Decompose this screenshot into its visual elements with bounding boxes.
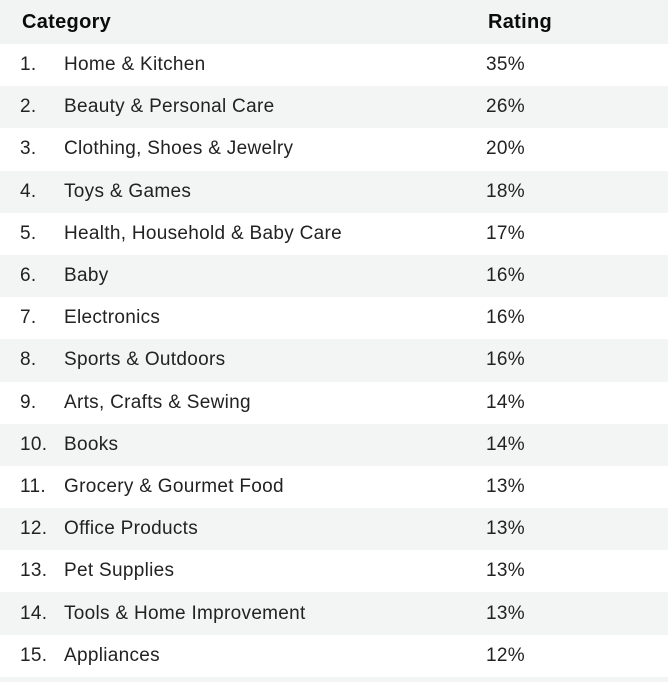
rank-cell: 1. bbox=[20, 54, 37, 76]
table-row: 12. Office Products 13% bbox=[0, 508, 668, 551]
rating-cell: 26% bbox=[486, 96, 525, 118]
table-row: 1. Home & Kitchen 35% bbox=[0, 44, 668, 87]
category-cell: Pet Supplies bbox=[64, 560, 175, 582]
table-row: 7. Electronics 16% bbox=[0, 297, 668, 340]
table-row: 5. Health, Household & Baby Care 17% bbox=[0, 212, 668, 255]
category-cell: Sports & Outdoors bbox=[64, 349, 226, 371]
rank-cell: 8. bbox=[20, 349, 37, 371]
category-cell: Electronics bbox=[64, 307, 161, 329]
table-row: 15. Appliances 12% bbox=[0, 634, 668, 677]
table-row: 11. Grocery & Gourmet Food 13% bbox=[0, 465, 668, 509]
table-row: 4. Toys & Games 18% bbox=[0, 170, 668, 213]
rank-cell: 9. bbox=[20, 391, 37, 413]
column-header-category: Category bbox=[22, 10, 112, 33]
rating-cell: 16% bbox=[486, 307, 525, 329]
rank-cell: 3. bbox=[20, 138, 37, 160]
rank-cell: 11. bbox=[20, 475, 46, 497]
table-row: 3. Clothing, Shoes & Jewelry 20% bbox=[0, 128, 668, 171]
rating-cell: 14% bbox=[486, 433, 525, 455]
category-cell: Clothing, Shoes & Jewelry bbox=[64, 138, 294, 160]
category-cell: Health, Household & Baby Care bbox=[64, 222, 343, 244]
table-row: 8. Sports & Outdoors 16% bbox=[0, 339, 668, 382]
rating-cell: 16% bbox=[486, 265, 525, 287]
rating-cell: 18% bbox=[486, 180, 525, 202]
table-row: 10. Books 14% bbox=[0, 423, 668, 466]
table-row: 6. Baby 16% bbox=[0, 254, 668, 298]
table-body: 1. Home & Kitchen 35% 2. Beauty & Person… bbox=[0, 44, 668, 677]
category-cell: Grocery & Gourmet Food bbox=[64, 475, 284, 497]
category-cell: Arts, Crafts & Sewing bbox=[64, 391, 251, 413]
rating-cell: 13% bbox=[486, 518, 525, 540]
rating-cell: 13% bbox=[486, 475, 525, 497]
rank-cell: 4. bbox=[20, 180, 37, 202]
category-cell: Home & Kitchen bbox=[64, 54, 206, 76]
table-header-row: Category Rating bbox=[0, 0, 668, 44]
table-row: 9. Arts, Crafts & Sewing 14% bbox=[0, 381, 668, 424]
column-header-rating: Rating bbox=[488, 10, 553, 33]
category-cell: Tools & Home Improvement bbox=[64, 602, 306, 624]
rank-cell: 5. bbox=[20, 222, 37, 244]
table-row: 2. Beauty & Personal Care 26% bbox=[0, 86, 668, 129]
rating-cell: 13% bbox=[486, 560, 525, 582]
rating-cell: 17% bbox=[486, 222, 525, 244]
rating-cell: 20% bbox=[486, 138, 525, 160]
category-cell: Appliances bbox=[64, 644, 160, 666]
rank-cell: 10. bbox=[20, 433, 48, 455]
rank-cell: 15. bbox=[20, 644, 48, 666]
table-row: 13. Pet Supplies 13% bbox=[0, 550, 668, 593]
rating-cell: 16% bbox=[486, 349, 525, 371]
rank-cell: 6. bbox=[20, 265, 37, 287]
rating-cell: 12% bbox=[486, 644, 525, 666]
category-cell: Office Products bbox=[64, 518, 199, 540]
category-cell: Toys & Games bbox=[64, 180, 192, 202]
rank-cell: 14. bbox=[20, 602, 48, 624]
table-row: 14. Tools & Home Improvement 13% bbox=[0, 592, 668, 635]
next-row-partial-stripe bbox=[0, 677, 668, 682]
rating-cell: 14% bbox=[486, 391, 525, 413]
rank-cell: 12. bbox=[20, 518, 48, 540]
rank-cell: 2. bbox=[20, 96, 37, 118]
category-cell: Beauty & Personal Care bbox=[64, 96, 275, 118]
rank-cell: 13. bbox=[20, 560, 48, 582]
rating-cell: 13% bbox=[486, 602, 525, 624]
rating-cell: 35% bbox=[486, 54, 525, 76]
category-cell: Baby bbox=[64, 265, 109, 287]
rank-cell: 7. bbox=[20, 307, 37, 329]
category-cell: Books bbox=[64, 433, 119, 455]
